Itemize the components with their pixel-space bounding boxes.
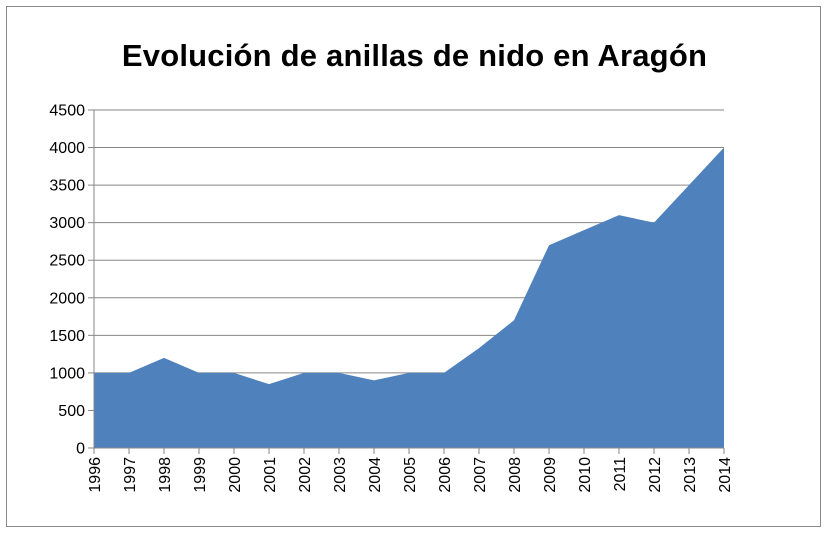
x-tick-label: 2012 xyxy=(647,457,664,493)
y-tick-label: 3500 xyxy=(49,178,85,195)
x-tick-label: 2013 xyxy=(682,457,699,493)
x-tick-label: 2011 xyxy=(612,457,629,492)
y-tick-label: 1500 xyxy=(49,328,85,345)
y-tick-label: 2000 xyxy=(49,290,85,307)
x-tick-label: 2003 xyxy=(332,457,349,493)
x-tick-label: 2009 xyxy=(542,457,559,493)
x-tick-label: 2014 xyxy=(717,457,734,493)
area-series xyxy=(94,147,724,448)
x-tick-label: 2010 xyxy=(577,457,594,493)
x-tick-label: 2001 xyxy=(262,457,279,493)
x-tick-label: 2005 xyxy=(402,457,419,493)
x-tick-label: 2004 xyxy=(367,457,384,493)
x-tick-label: 1997 xyxy=(122,457,139,493)
chart-title: Evolución de anillas de nido en Aragón xyxy=(121,38,708,73)
y-tick-label: 4000 xyxy=(49,140,85,157)
x-tick-label: 1998 xyxy=(157,457,174,493)
y-tick-label: 500 xyxy=(58,403,85,420)
y-tick-label: 0 xyxy=(76,441,85,458)
y-tick-label: 1000 xyxy=(49,365,85,382)
x-tick-label: 2000 xyxy=(227,457,244,493)
x-tick-label: 2007 xyxy=(472,457,489,493)
x-tick-label: 2006 xyxy=(437,457,454,493)
x-tick-label: 2008 xyxy=(507,457,524,493)
y-tick-label: 4500 xyxy=(49,103,85,120)
x-tick-label: 1999 xyxy=(192,457,209,493)
y-tick-label: 3000 xyxy=(49,215,85,232)
y-tick-label: 2500 xyxy=(49,253,85,270)
x-tick-label: 2002 xyxy=(297,457,314,493)
x-tick-label: 1996 xyxy=(87,457,104,493)
